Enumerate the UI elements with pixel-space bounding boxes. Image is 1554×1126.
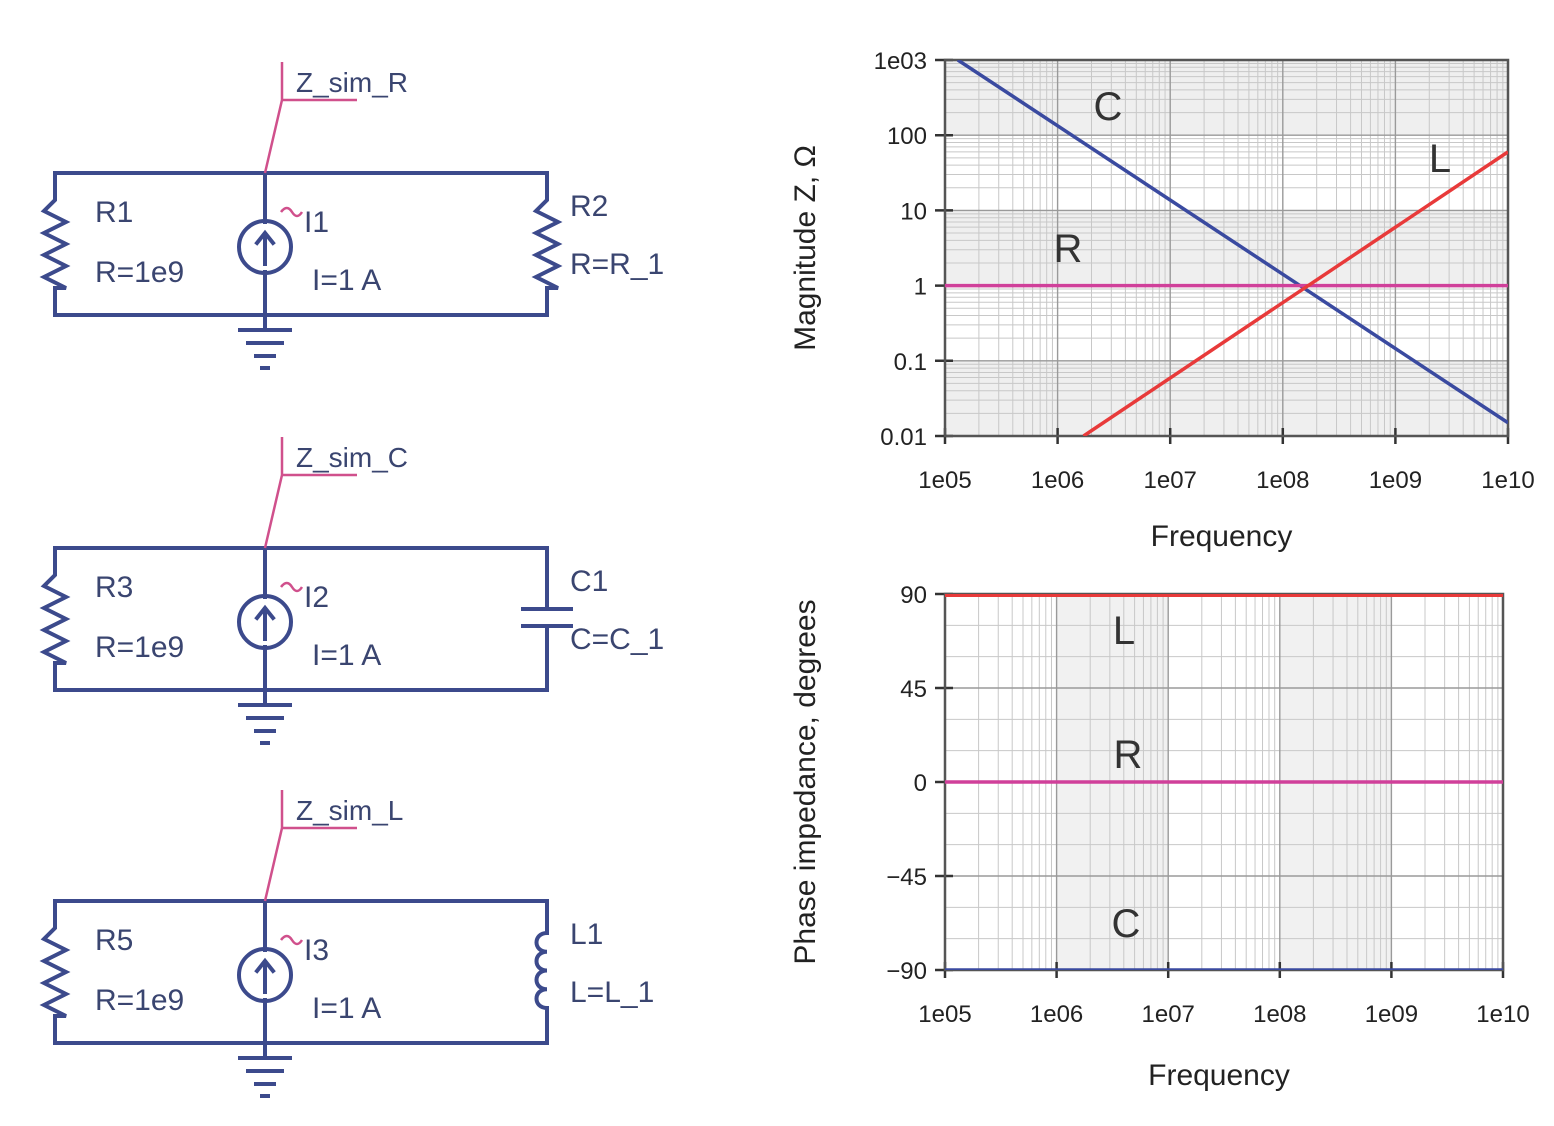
grid-band (945, 60, 1508, 136)
x-tick-label: 1e10 (1481, 467, 1534, 494)
left-component-name: R1 (95, 196, 133, 229)
y-tick-label: 0 (914, 770, 927, 797)
x-tick-label: 1e07 (1142, 1001, 1195, 1028)
source-name: I3 (304, 934, 329, 967)
phase-chart: 1e05 1e06 1e07 1e08 1e09 1e10 −90 −45 0 45 90 Frequ… (789, 582, 1530, 1092)
series-label-L: L (1429, 137, 1451, 181)
grid-band (945, 360, 1508, 436)
probe-label: Z_sim_C (296, 442, 408, 473)
right-component-name: C1 (570, 565, 608, 598)
x-tick-label: 1e07 (1144, 467, 1197, 494)
x-tick-label: 1e09 (1365, 1001, 1418, 1028)
resistor-left-symbol (39, 171, 71, 317)
source-value: I=1 A (312, 264, 381, 297)
y-tick-label: 1 (914, 274, 927, 301)
left-component-name: R3 (95, 571, 133, 604)
right-component-value: L=L_1 (570, 976, 654, 1009)
x-tick-label: 1e06 (1031, 467, 1084, 494)
capacitor-symbol (521, 546, 573, 692)
series-label-R: R (1054, 227, 1083, 271)
series-label-L: L (1113, 609, 1135, 653)
y-tick-label: 100 (887, 123, 927, 150)
grid-band (945, 210, 1508, 286)
y-tick-label: −90 (886, 958, 927, 985)
probe-marker (263, 437, 357, 549)
right-component-value: R=R_1 (570, 248, 664, 281)
left-component-value: R=1e9 (95, 984, 184, 1017)
left-component-name: R5 (95, 924, 133, 957)
plot-frame (943, 58, 1510, 438)
grid-bands (945, 60, 1508, 436)
source-arrow-icon (254, 957, 276, 994)
y-axis-title: Phase impedance, degrees (789, 599, 822, 964)
y-tick-label: 1e03 (874, 48, 927, 75)
magnitude-chart: 1e05 1e06 1e07 1e08 1e09 1e10 0.01 0.1 1 10 100 1e0… (789, 48, 1535, 553)
inductor-symbol (534, 899, 549, 1045)
x-tick-label: 1e09 (1369, 467, 1422, 494)
source-name: I1 (304, 206, 329, 239)
y-tick-label: 0.1 (894, 349, 927, 376)
schematics: R1 R=1e9 I1 I=1 A Z_sim_R R2 R=R_1 R3 R=1e9 I2 I=1… (39, 62, 664, 1098)
y-axis-title: Magnitude Z, Ω (789, 145, 822, 351)
right-component-name: R2 (570, 190, 608, 223)
circuit-2: R3 R=1e9 I2 I=1 A Z_sim_C C1 C=C_1 (39, 437, 664, 745)
x-tick-label: 1e06 (1030, 1001, 1083, 1028)
y-tick-label: 0.01 (880, 424, 927, 451)
source-tilde-icon (280, 206, 304, 218)
x-tick-label: 1e08 (1256, 467, 1309, 494)
probe-marker (263, 62, 357, 174)
right-component-name: L1 (570, 918, 603, 951)
ground-icon (238, 328, 292, 370)
current-source-symbol (237, 219, 293, 275)
source-value: I=1 A (312, 992, 381, 1025)
series-label-C: C (1112, 902, 1141, 946)
current-source-symbol (237, 947, 293, 1003)
probe-marker (263, 790, 357, 902)
y-tick-label: 10 (900, 198, 927, 225)
left-component-value: R=1e9 (95, 631, 184, 664)
right-component-value: C=C_1 (570, 623, 664, 656)
source-tilde-icon (280, 581, 304, 593)
resistor-right-symbol (531, 171, 563, 317)
ground-icon (238, 703, 292, 745)
probe-label: Z_sim_L (296, 795, 403, 826)
circuit-1: R1 R=1e9 I1 I=1 A Z_sim_R R2 R=R_1 (39, 62, 664, 370)
series-label-R: R (1114, 733, 1143, 777)
x-tick-label: 1e05 (918, 1001, 971, 1028)
series-label-C: C (1094, 85, 1123, 129)
source-tilde-icon (280, 934, 304, 946)
source-name: I2 (304, 581, 329, 614)
series-line-L (1082, 150, 1508, 436)
current-source-symbol (237, 594, 293, 650)
x-axis-title: Frequency (1151, 520, 1293, 553)
source-arrow-icon (254, 604, 276, 641)
y-tick-label: 90 (900, 582, 927, 609)
x-tick-label: 1e10 (1476, 1001, 1529, 1028)
series-line-C (956, 60, 1508, 425)
source-value: I=1 A (312, 639, 381, 672)
source-arrow-icon (254, 229, 276, 266)
left-component-value: R=1e9 (95, 256, 184, 289)
y-tick-label: 45 (900, 676, 927, 703)
x-tick-label: 1e08 (1253, 1001, 1306, 1028)
y-tick-label: −45 (886, 864, 927, 891)
x-tick-label: 1e05 (918, 467, 971, 494)
circuit-3: R5 R=1e9 I3 I=1 A Z_sim_L L1 L=L_1 (39, 790, 654, 1098)
resistor-left-symbol (39, 899, 71, 1045)
resistor-left-symbol (39, 546, 71, 692)
probe-label: Z_sim_R (296, 67, 408, 98)
ground-icon (238, 1056, 292, 1098)
x-axis-title: Frequency (1148, 1059, 1290, 1092)
